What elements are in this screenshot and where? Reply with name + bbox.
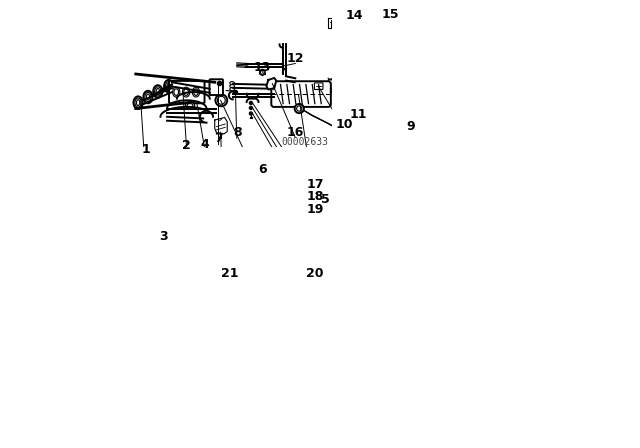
Circle shape (249, 106, 253, 109)
Circle shape (249, 101, 253, 104)
Text: 6: 6 (258, 163, 267, 176)
Text: 16: 16 (287, 126, 304, 139)
Text: 21: 21 (221, 267, 238, 280)
Ellipse shape (230, 82, 234, 85)
FancyBboxPatch shape (169, 81, 205, 103)
Text: 13: 13 (253, 60, 271, 73)
Circle shape (250, 107, 252, 109)
Text: 17: 17 (307, 178, 324, 191)
FancyBboxPatch shape (348, 19, 358, 29)
Ellipse shape (340, 131, 344, 134)
Text: 00002633: 00002633 (282, 137, 329, 147)
Circle shape (249, 112, 253, 115)
Circle shape (294, 104, 304, 113)
Text: 2: 2 (182, 139, 191, 152)
Ellipse shape (173, 87, 180, 97)
Text: 3: 3 (159, 230, 168, 243)
Text: 8: 8 (234, 126, 242, 139)
FancyBboxPatch shape (364, 76, 369, 83)
Text: 5: 5 (321, 193, 330, 206)
Polygon shape (215, 117, 227, 134)
Ellipse shape (230, 85, 234, 88)
Text: 20: 20 (307, 267, 324, 280)
Text: 9: 9 (406, 120, 415, 133)
Polygon shape (328, 18, 338, 28)
Text: 1: 1 (141, 143, 150, 156)
Text: 11: 11 (349, 108, 367, 121)
Text: 14: 14 (346, 9, 364, 22)
Ellipse shape (145, 92, 151, 102)
Text: 4: 4 (200, 138, 209, 151)
Ellipse shape (153, 85, 163, 98)
Ellipse shape (135, 98, 141, 107)
Text: 12: 12 (287, 52, 304, 65)
FancyBboxPatch shape (271, 81, 331, 107)
Ellipse shape (339, 86, 342, 93)
Ellipse shape (182, 87, 189, 97)
Ellipse shape (143, 91, 152, 103)
Ellipse shape (166, 82, 172, 91)
Polygon shape (260, 69, 265, 76)
Polygon shape (266, 78, 276, 90)
Ellipse shape (193, 87, 200, 97)
Ellipse shape (164, 80, 173, 92)
Circle shape (216, 95, 227, 106)
FancyBboxPatch shape (209, 79, 223, 95)
Text: 7: 7 (214, 132, 222, 145)
Text: 15: 15 (382, 9, 399, 22)
Ellipse shape (186, 102, 195, 108)
Ellipse shape (155, 87, 161, 96)
Circle shape (250, 112, 252, 114)
Text: 19: 19 (307, 203, 324, 216)
Ellipse shape (134, 96, 143, 109)
Circle shape (250, 102, 252, 104)
Text: 18: 18 (307, 190, 324, 203)
FancyBboxPatch shape (314, 83, 323, 90)
Ellipse shape (230, 87, 234, 91)
Text: 10: 10 (336, 118, 353, 131)
